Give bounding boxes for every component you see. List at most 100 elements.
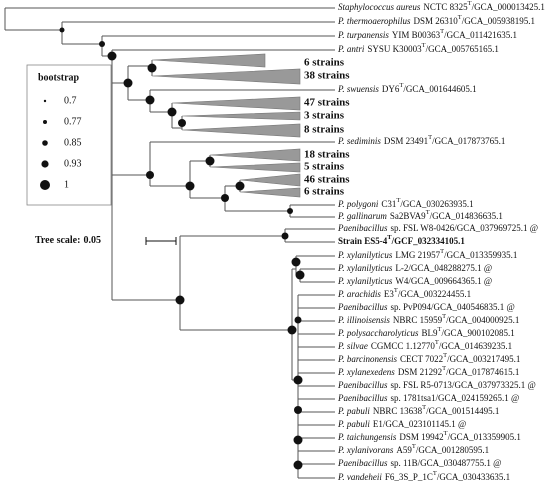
- taxon: P. polysaccharolyticus: [337, 328, 419, 338]
- support-dot: [178, 119, 186, 127]
- support-dot: [205, 156, 215, 166]
- leaf-label: P. xylanilyticus L-2/GCA_048288275.1 @: [337, 263, 492, 273]
- taxon: P. xylanilyticus: [337, 250, 393, 260]
- leaf-label: P. sediminis DSM 23491T/GCA_017873765.1: [337, 134, 505, 146]
- taxon: P. xylanilyticus: [337, 263, 393, 273]
- taxon: P. arachidis: [337, 289, 381, 299]
- taxon: P. sediminis: [337, 136, 381, 146]
- branches: [4, 7, 335, 479]
- taxon: Paenibacillus: [337, 458, 388, 468]
- taxon: P. antri: [337, 44, 365, 54]
- strain: DSM 23491: [384, 136, 428, 146]
- legend-label: 0.85: [64, 137, 82, 148]
- leaf-label: P. illinoisensis NBRC 15959T/GCA_00400092…: [337, 313, 519, 325]
- leaf-label: Strain ES5-4T/GCF_032334105.1: [338, 234, 465, 246]
- taxon: P. taichungensis: [337, 432, 397, 442]
- strain: Strain ES5-4: [338, 236, 388, 246]
- support-dot: [221, 194, 229, 202]
- support-dot: [175, 295, 185, 305]
- legend-label: 0.93: [64, 158, 82, 169]
- scale-bar: [145, 237, 177, 245]
- accession: /GCA_037969725.1 @: [454, 223, 538, 233]
- strain: NBRC 13638: [373, 406, 423, 416]
- leaf-label: P. taichungensis DSM 19942T/GCA_013359905…: [337, 430, 521, 442]
- accession: /GCA_011421635.1: [444, 30, 517, 40]
- support-dot: [167, 107, 177, 117]
- taxon: Paenibacillus: [337, 302, 388, 312]
- type-strain-mark: T: [435, 339, 439, 346]
- type-strain-mark: T: [442, 365, 446, 372]
- strain: F6_3S_P_1C: [385, 472, 433, 482]
- strain: SYSU K30003: [367, 44, 422, 54]
- legend-dot: [40, 180, 50, 190]
- support-dot: [294, 316, 302, 324]
- leaf-label: P. thermoaerophilus DSM 26310T/GCA_005938…: [337, 14, 535, 26]
- support-dot: [235, 181, 245, 191]
- support-dot: [291, 257, 301, 267]
- legend-dot: [43, 99, 47, 103]
- support-dot: [107, 51, 117, 61]
- strain: DSM 26310: [414, 16, 459, 26]
- strain: sp. FSL W8-0426: [391, 223, 455, 233]
- strain: C31: [381, 199, 396, 209]
- taxon: P. gallinarum: [337, 211, 387, 221]
- taxon: P. xylanilyticus: [337, 276, 393, 286]
- accession: /GCA_003217495.1: [447, 354, 520, 364]
- accession: /GCA_900102085.1: [442, 328, 515, 338]
- strain: DSM 21292: [398, 367, 442, 377]
- strain: DY6: [382, 84, 400, 94]
- accession: /GCA_017873765.1: [432, 136, 505, 146]
- accession: /GCA_037973325.1 @: [452, 380, 536, 390]
- collapsed-clade: [171, 96, 301, 111]
- support-dot: [287, 208, 293, 214]
- accession: /GCA_030487755.1 @: [418, 458, 502, 468]
- type-strain-mark: T: [440, 248, 444, 255]
- legend-title: bootstrap: [38, 72, 80, 83]
- leaf-label: P. polysaccharolyticus BL9T/GCA_900102085…: [337, 326, 515, 338]
- accession: /GCA_004000925.1: [446, 315, 519, 325]
- clade-label: 8 strains: [304, 124, 345, 136]
- accession: /GCA_001514495.1: [426, 406, 499, 416]
- accession: /GCF_032334105.1: [391, 236, 466, 246]
- legend-dot: [42, 140, 48, 146]
- taxon: P. pabuli: [337, 406, 370, 416]
- collapsed-clade: [209, 148, 301, 162]
- taxon: Paenibacillus: [337, 393, 388, 403]
- strain: CECT 7022: [400, 354, 443, 364]
- type-strain-mark: T: [394, 287, 398, 294]
- leaf-label: P. turpanensis YIM B00363T/GCA_011421635.…: [337, 28, 517, 40]
- taxon: P. illinoisensis: [337, 315, 390, 325]
- leaf-label: P. barcinonensis CECT 7022T/GCA_003217495…: [337, 352, 520, 364]
- taxon: P. polygoni: [337, 199, 379, 209]
- legend-dot: [41, 160, 49, 168]
- leaf-label: P. antri SYSU K30003T/GCA_005765165.1: [337, 42, 499, 54]
- legend-label: 0.77: [64, 116, 82, 127]
- support-dot: [145, 95, 155, 105]
- legend-dot: [43, 120, 47, 124]
- taxon: P. swuensis: [337, 84, 379, 94]
- accession: /GCA_013359935.1: [444, 250, 517, 260]
- type-strain-mark: T: [433, 470, 437, 477]
- support-dot: [287, 325, 297, 335]
- leaf-label: P. vandeheii F6_3S_P_1CT/GCA_030433635.1: [337, 470, 510, 482]
- legend: 0.7 0.77 0.85 0.93 1: [40, 95, 82, 190]
- strain: CGMCC 1.12770: [371, 341, 436, 351]
- accession: /GCA_030263935.1: [400, 199, 473, 209]
- tree-scale: Tree scale: 0.05: [35, 235, 101, 246]
- tree-scale-label: Tree scale:: [35, 235, 80, 246]
- support-dot: [281, 232, 289, 240]
- support-dot: [146, 171, 154, 179]
- accession: /GCA_014836635.1: [430, 211, 503, 221]
- support-dot: [59, 27, 65, 33]
- accession: /GCA_017874615.1: [446, 367, 519, 377]
- type-strain-mark: T: [428, 134, 432, 141]
- strain: A59: [396, 445, 412, 455]
- collapsed-clade: [181, 111, 301, 121]
- strain: NBRC 15959: [393, 315, 443, 325]
- leaf-label: P. pabuli E1/GCA_023101145.1 @: [337, 419, 466, 429]
- type-strain-mark: T: [443, 352, 447, 359]
- accession: /GCA_014639235.1: [439, 341, 512, 351]
- accession: /GCA_001280595.1: [416, 445, 489, 455]
